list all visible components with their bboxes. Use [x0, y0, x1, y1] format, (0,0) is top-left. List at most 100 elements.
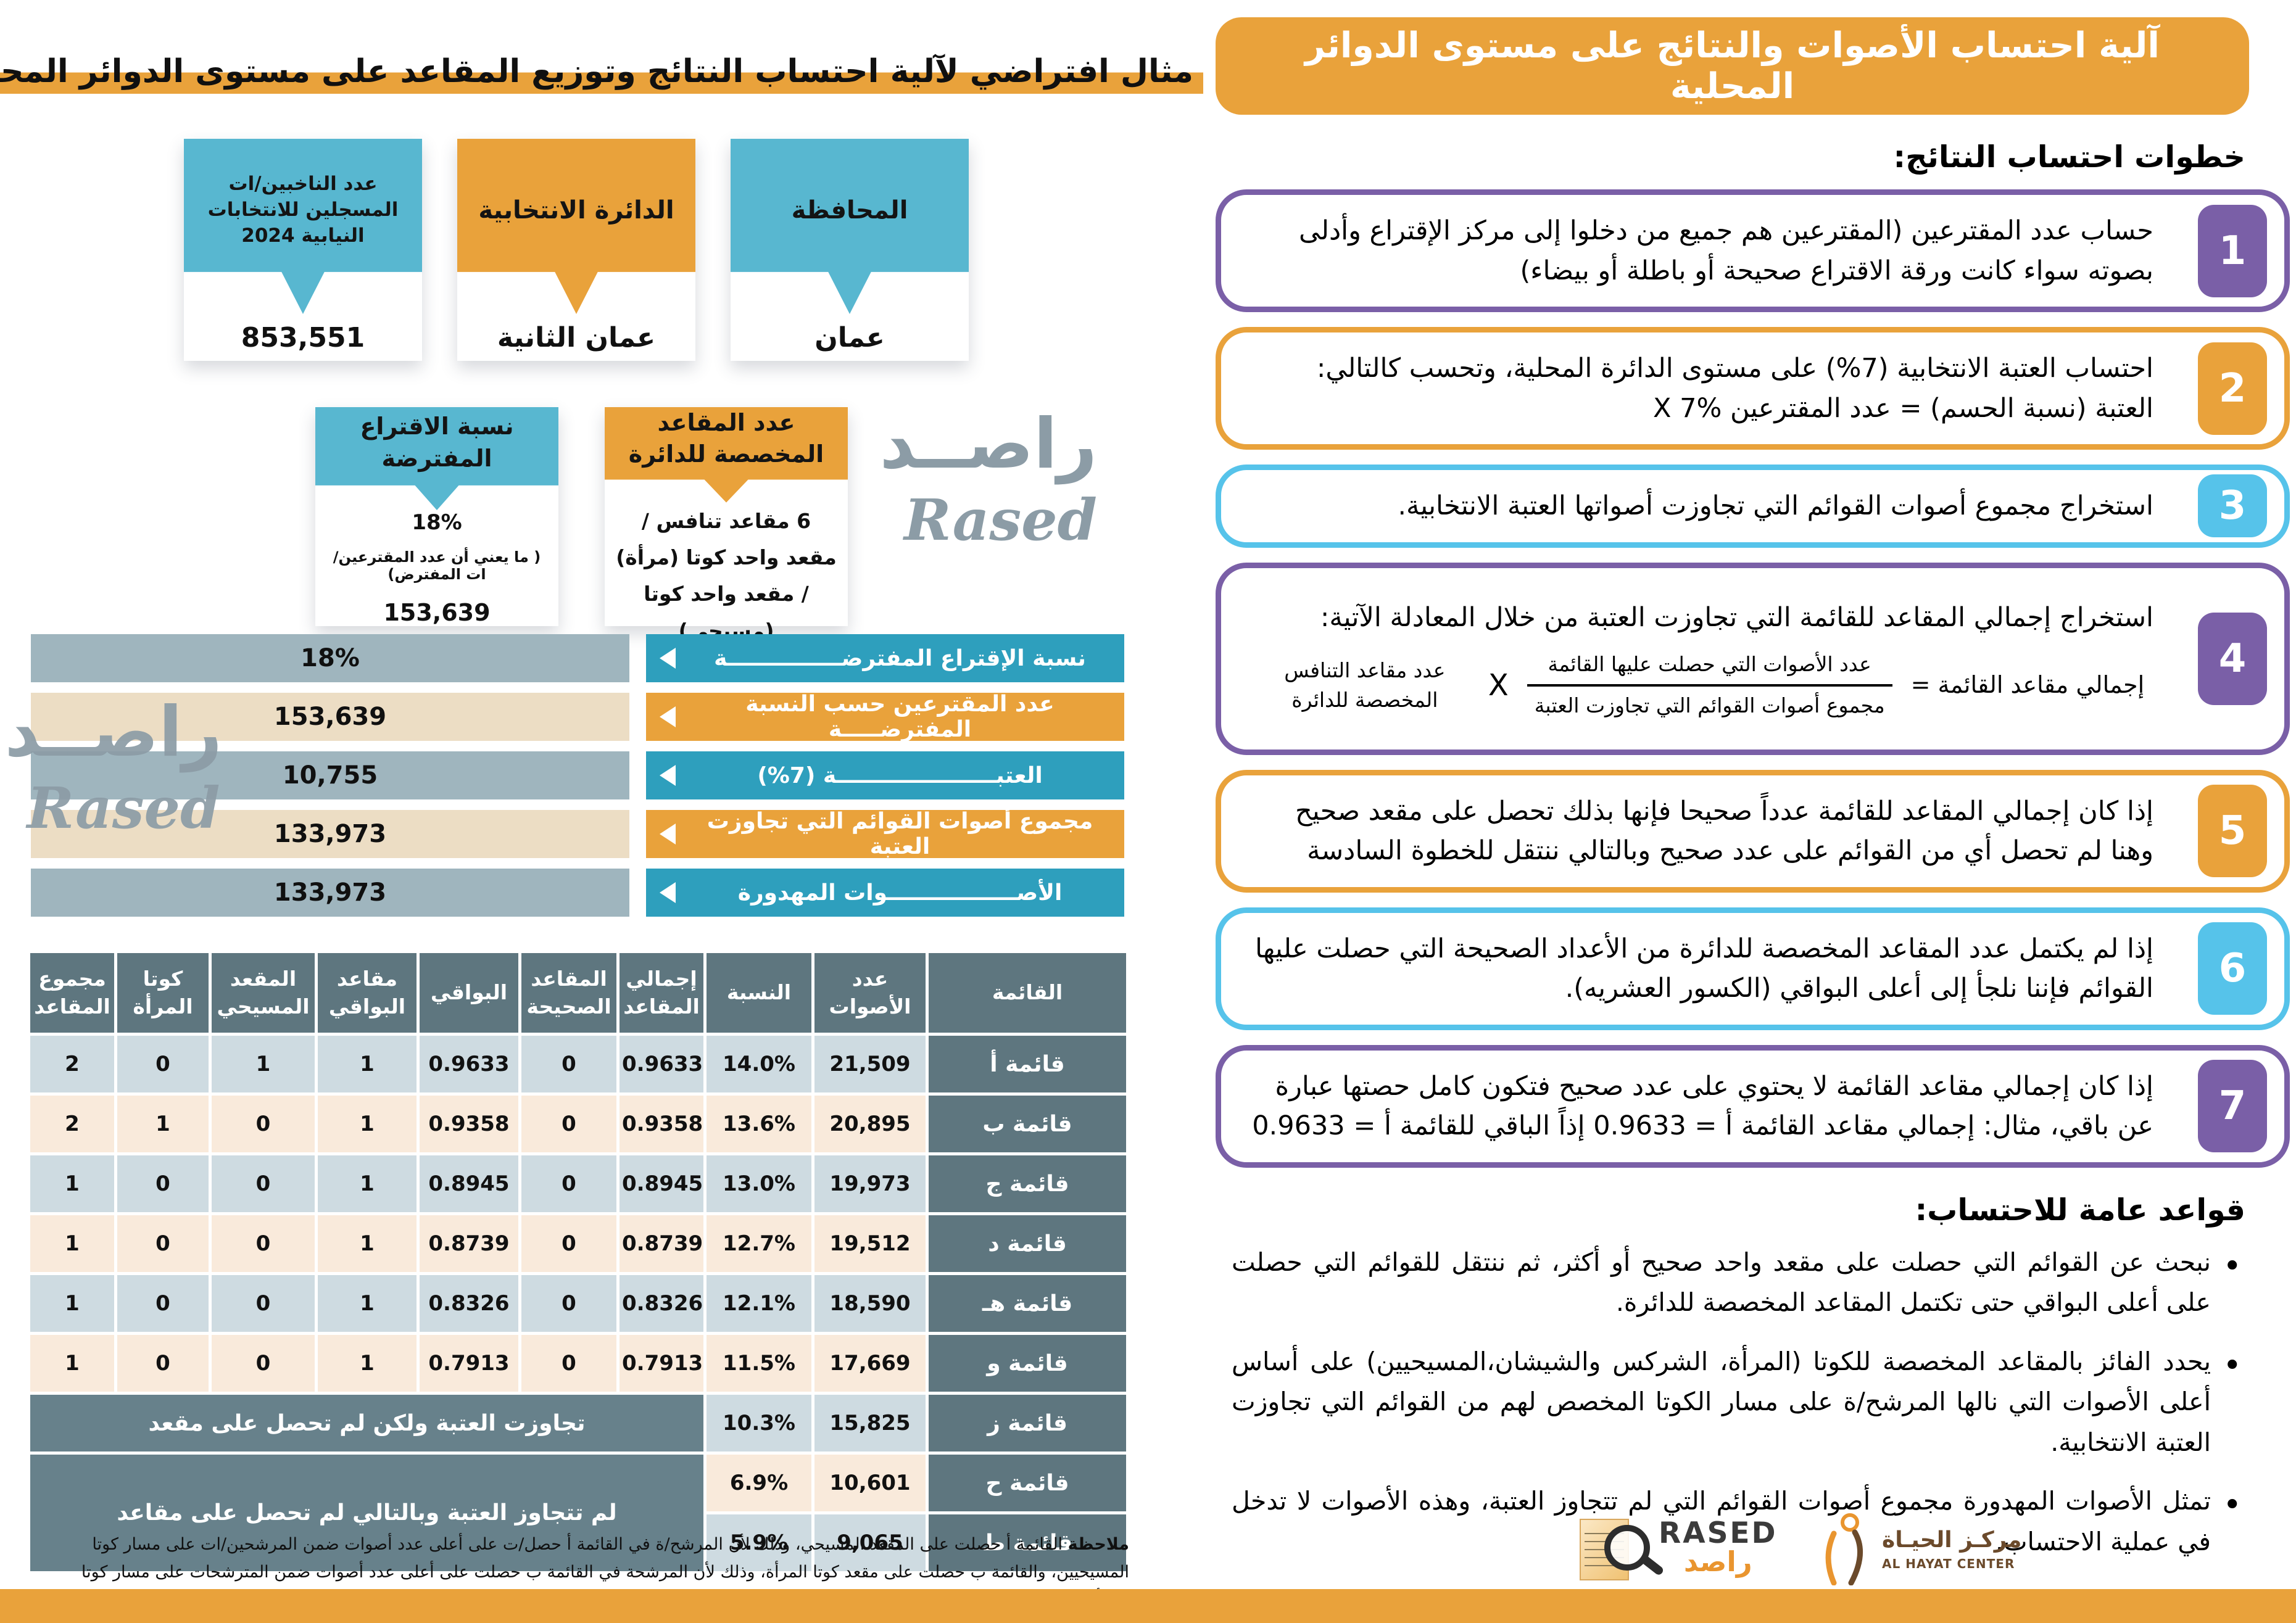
col-remainders: البواقي — [420, 953, 518, 1033]
table-footnote: ملاحظة القائمة أ حصلت على المقعد المسيحي… — [43, 1531, 1129, 1614]
bar-passing-lists-votes: 133,973 مجموع أصوات القوائم التي تجاوزت … — [0, 809, 1203, 859]
bar-threshold: 10,755 العتبـــــــــــــــــــــة (7%) — [0, 751, 1203, 799]
rased-watermark-latin: Rased — [27, 775, 220, 841]
step-7: إذا كان إجمالي مقاعد القائمة لا يحتوي عل… — [1216, 1044, 2290, 1168]
step-4-number: 4 — [2198, 612, 2267, 705]
card-turnout-header: نسبة الاقتراع المفترضة — [315, 407, 558, 510]
alhayat-logo-en: AL HAYAT CENTER — [1882, 1556, 2015, 1571]
rased-logo-en: RASED — [1659, 1516, 1778, 1550]
step-3: استخراج مجموع أصوات القوائم التي تجاوزت … — [1216, 465, 2290, 548]
card-turnout-number: 153,639 — [383, 599, 491, 626]
rased-watermark-arabic: راصــد — [4, 692, 222, 772]
card-district-header: الدائرة الانتخابية — [457, 139, 695, 314]
table-row-list-h: قائمة هـ 18,590 12.1% 0.8326 0 0.8326 1 … — [30, 1275, 1126, 1332]
bar-voters-count: 153,639 عدد المقترعين حسب النسبة المفترض… — [0, 692, 1203, 742]
bar-label: عدد المقترعين حسب النسبة المفترضـــــة — [646, 692, 1124, 742]
col-remainder-seats: مقاعد البواقي — [318, 953, 417, 1033]
steps-heading: خطوات احتساب النتائج: — [1893, 139, 2245, 175]
footnote-label: ملاحظة — [1067, 1535, 1129, 1554]
left-chevron-icon — [660, 706, 676, 727]
col-seat-total: مجموع المقاعد — [30, 953, 114, 1033]
footnote-text: القائمة أ حصلت على المقعد المسيحي، وذلك … — [81, 1535, 1129, 1609]
rased-watermark-arabic: راصــد — [879, 404, 1097, 484]
step-5-text: إذا كان إجمالي المقاعد للقائمة عدداً صحي… — [1295, 795, 2153, 867]
step-2-number: 2 — [2198, 342, 2267, 435]
step-6-text: إذا لم يكتمل عدد المقاعد المخصصة للدائرة… — [1254, 933, 2153, 1004]
card-turnout-percent: 18% — [412, 510, 462, 535]
example-panel: مثال افتراضي لآلية احتساب النتائج وتوزيع… — [0, 53, 1203, 1614]
bar-turnout-percent: 18% نسبة الإقتراع المفترضـــــــــــــــ… — [0, 634, 1203, 682]
table-row-list-b: قائمة ب 20,895 13.6% 0.9358 0 0.9358 1 0… — [30, 1096, 1126, 1153]
table-row-list-w: قائمة و 17,669 11.5% 0.7913 0 0.7913 1 0… — [30, 1335, 1126, 1392]
table-row-list-c: قائمة ج 19,973 13.0% 0.8945 0 0.8945 1 0… — [30, 1155, 1126, 1213]
bottom-accent-bar — [0, 1589, 2296, 1623]
step-7-number: 7 — [2198, 1060, 2267, 1152]
formula-seats-factor: عدد مقاعد التنافس المخصصة للدائرة — [1284, 658, 1446, 712]
rule-3: تمثل الأصوات المهدورة مجموع أصوات القوائ… — [1232, 1480, 2245, 1562]
step-3-number: 3 — [2198, 474, 2267, 538]
cards-row-1: المحافظة عمان الدائرة الانتخابية عمان ال… — [184, 139, 969, 361]
card-governorate: المحافظة عمان — [731, 139, 969, 361]
step-2: احتساب العتبة الانتخابية (7%) على مستوى … — [1216, 327, 2290, 450]
formula-fraction: عدد الأصوات التي حصلت عليها القائمة مجمو… — [1527, 651, 1892, 719]
step-4: استخراج إجمالي المقاعد للقائمة التي تجاو… — [1216, 562, 2290, 755]
bar-label: العتبـــــــــــــــــــــة (7%) — [646, 751, 1124, 799]
card-district-value: عمان الثانية — [497, 321, 656, 353]
step-5-number: 5 — [2198, 785, 2267, 877]
card-allocated-seats-value: 6 مقاعد تنافس / مقعد واحد كوتا (مرأة) / … — [616, 508, 837, 643]
rased-watermark-latin: Rased — [904, 487, 1097, 553]
alhayat-logo-ar: مركـز الحيـاة — [1882, 1527, 2022, 1553]
table-header-row: القائمة عدد الأصوات النسبة إجمالي المقاع… — [30, 953, 1126, 1033]
table-row-list-t: قائمة ط 9,065 5.9% — [30, 1514, 1126, 1572]
card-registered-voters-value: 853,551 — [241, 321, 365, 353]
steps-list: حساب عدد المقترعين (المقترعين هم جميع من… — [1216, 189, 2290, 1168]
rased-logo-ar: راصد — [1683, 1545, 1752, 1578]
bar-label: الأصـــــــــــــــــوات المهدورة — [646, 869, 1124, 917]
bar-value: 10,755 — [31, 751, 629, 799]
left-chevron-icon — [660, 824, 676, 845]
rule-1: نبحث عن القوائم التي حصلت على مقعد واحد … — [1232, 1241, 2245, 1323]
page-title: آلية احتساب الأصوات والنتائج على مستوى ا… — [1216, 17, 2249, 115]
col-total-seats: إجمالي المقاعد — [620, 953, 703, 1033]
left-chevron-icon — [660, 765, 676, 786]
col-list: القائمة — [929, 953, 1126, 1033]
bar-value: 18% — [31, 634, 629, 682]
example-title: مثال افتراضي لآلية احتساب النتائج وتوزيع… — [0, 53, 1203, 94]
example-title-text: مثال افتراضي لآلية احتساب النتائج وتوزيع… — [0, 53, 1203, 94]
rules-heading: قواعد عامة للاحتساب: — [1915, 1192, 2245, 1228]
left-chevron-icon — [660, 648, 676, 669]
rased-logo: RASED راصد — [1580, 1513, 1783, 1585]
bar-value: 133,973 — [31, 869, 629, 917]
card-governorate-value: عمان — [814, 321, 885, 353]
card-registered-voters: عدد الناخبين/ات المسجلين للانتخابات الني… — [184, 139, 422, 361]
step-6-number: 6 — [2198, 922, 2267, 1015]
bar-label: نسبة الإقتراع المفترضـــــــــــــــة — [646, 634, 1124, 682]
table-row-list-a: قائمة أ 21,509 14.0% 0.9633 0 0.9633 1 1… — [30, 1036, 1126, 1093]
formula-lhs: إجمالي مقاعد القائمة = — [1910, 671, 2145, 699]
card-governorate-header: المحافظة — [731, 139, 969, 314]
col-christian-seat: المقعد المسيحي — [212, 953, 315, 1033]
results-table: القائمة عدد الأصوات النسبة إجمالي المقاع… — [27, 950, 1129, 1574]
col-whole-seats: المقاعد الصحيحة — [521, 953, 616, 1033]
alhayat-logo: مركـز الحيـاة AL HAYAT CENTER — [1815, 1513, 2021, 1585]
rules-list: نبحث عن القوائم التي حصلت على مقعد واحد … — [1232, 1241, 2245, 1563]
bar-value: 153,639 — [31, 693, 629, 741]
footer-logos: RASED راصد مركـز الحيـاة AL HAYAT CENTER — [1580, 1513, 2021, 1585]
status-below-threshold: لم تتجاوز العتبة وبالتالي لم تحصل على مق… — [30, 1455, 703, 1572]
bar-value: 133,973 — [31, 810, 629, 858]
alhayat-figure-icon — [1825, 1513, 1863, 1585]
seat-formula: إجمالي مقاعد القائمة = عدد الأصوات التي … — [1251, 651, 2153, 719]
step-1-number: 1 — [2198, 204, 2267, 297]
cards-row-2: عدد المقاعد المخصصة للدائرة 6 مقاعد تناف… — [315, 407, 848, 643]
step-1-text: حساب عدد المقترعين (المقترعين هم جميع من… — [1299, 215, 2153, 286]
table-row-list-d: قائمة د 19,512 12.7% 0.8739 0 0.8739 1 0… — [30, 1215, 1126, 1273]
rased-watermark-1: راصــد Rased — [879, 404, 1097, 553]
step-6: إذا لم يكتمل عدد المقاعد المخصصة للدائرة… — [1216, 907, 2290, 1030]
bar-wasted-votes: 133,973 الأصـــــــــــــــــوات المهدور… — [0, 869, 1203, 917]
stat-bars: 18% نسبة الإقتراع المفترضـــــــــــــــ… — [0, 634, 1203, 927]
step-2-text: احتساب العتبة الانتخابية (7%) على مستوى … — [1316, 353, 2153, 424]
card-allocated-seats-header: عدد المقاعد المخصصة للدائرة — [605, 407, 848, 503]
card-turnout-note: ( ما يعني أن عدد المقترعين/ات المفترض) — [333, 548, 541, 583]
left-chevron-icon — [660, 882, 676, 903]
